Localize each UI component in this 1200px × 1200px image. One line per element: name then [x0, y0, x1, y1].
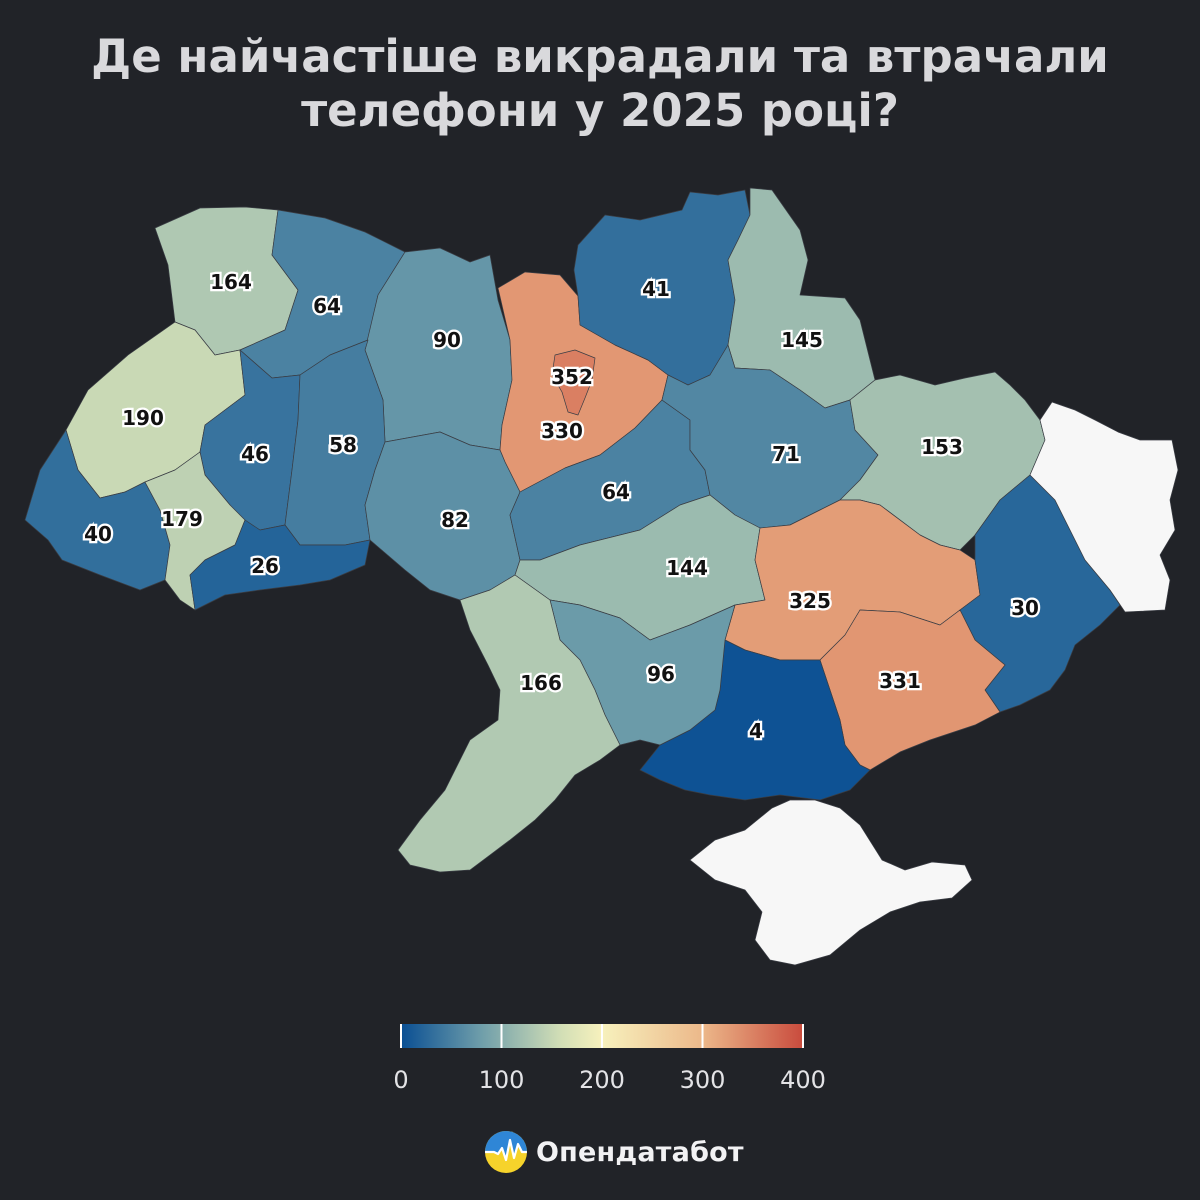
value-label-kirovohrad: 144	[666, 556, 708, 580]
value-label-rivne: 64	[313, 294, 341, 318]
value-label-zhytomyr: 90	[433, 328, 461, 352]
value-label-volyn: 164	[210, 270, 252, 294]
value-label-kherson: 4	[749, 719, 763, 743]
regions-layer	[24, 187, 1179, 966]
value-label-odesa: 166	[520, 671, 562, 695]
region-odesa[interactable]	[397, 574, 621, 873]
value-label-sumy: 145	[781, 328, 823, 352]
opendatabot-logo-icon	[485, 1131, 527, 1173]
brand: Опендатабот	[484, 1130, 744, 1174]
value-label-zakarpattia: 40	[84, 522, 112, 546]
page-title: Де найчастіше викрадали та втрачали теле…	[0, 30, 1200, 138]
legend-ticks: 0 100 200 300 400	[393, 1024, 826, 1094]
value-label-donetsk: 30	[1011, 596, 1039, 620]
value-label-poltava: 71	[772, 442, 800, 466]
value-label-khmelnytskyi: 58	[329, 433, 357, 457]
legend-tick-label: 400	[780, 1066, 826, 1094]
legend-tick-label: 300	[680, 1066, 726, 1094]
legend-tick-label: 200	[579, 1066, 625, 1094]
value-label-lviv: 190	[122, 406, 164, 430]
value-labels-layer: 164 64 90 330 352 41 145 190 46 58 82 64…	[82, 268, 1041, 746]
value-label-ivano-frankivsk: 179	[161, 507, 203, 531]
region-crimea[interactable]	[689, 799, 973, 966]
value-label-chernivtsi: 26	[251, 554, 279, 578]
value-label-ternopil: 46	[241, 442, 269, 466]
region-kyiv-city[interactable]	[551, 349, 596, 416]
title-line-1: Де найчастіше викрадали та втрачали	[91, 30, 1109, 83]
value-label-chernihiv: 41	[642, 277, 670, 301]
value-label-kharkiv: 153	[921, 435, 963, 459]
legend-tick-label: 100	[479, 1066, 525, 1094]
value-label-dnipro: 325	[789, 589, 831, 613]
value-label-vinnytsia: 82	[441, 508, 469, 532]
title-line-2: телефони у 2025 році?	[301, 84, 899, 137]
value-label-kyiv-oblast: 330	[541, 419, 583, 443]
value-label-cherkasy: 64	[602, 480, 630, 504]
value-label-zaporizhzhia: 331	[879, 669, 921, 693]
brand-name: Опендатабот	[536, 1136, 744, 1168]
value-label-kyiv-city: 352	[551, 365, 593, 389]
value-label-mykolaiv: 96	[647, 662, 675, 686]
region-luhansk[interactable]	[1029, 401, 1179, 613]
legend-tick-label: 0	[393, 1066, 408, 1094]
region-chernivtsi[interactable]	[189, 519, 371, 611]
